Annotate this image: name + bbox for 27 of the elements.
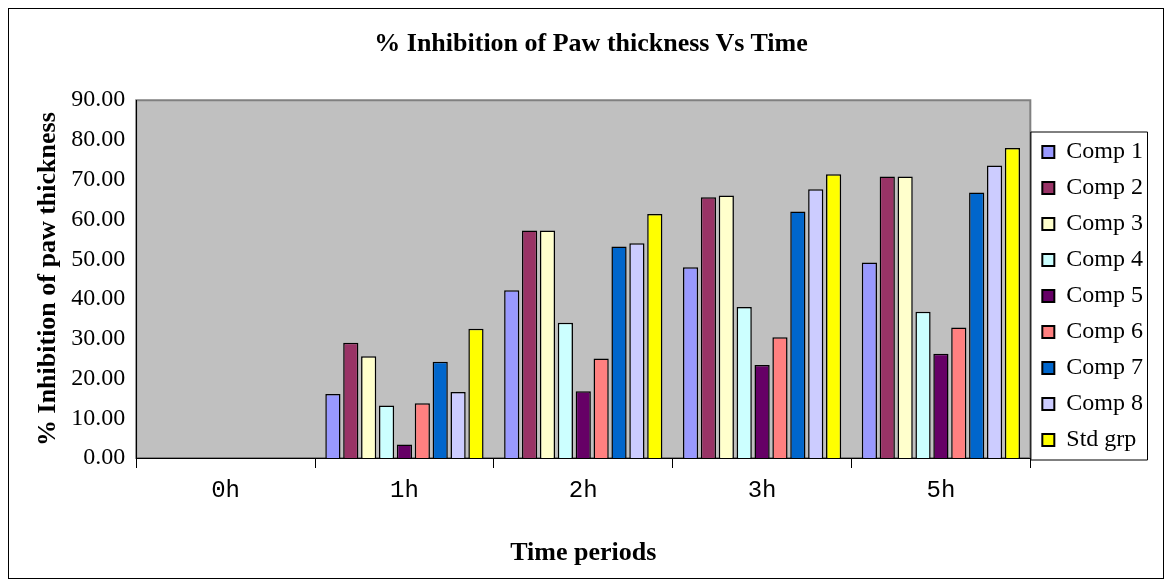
y-axis-title: % Inhibition of paw thickness (32, 112, 62, 446)
y-tick-label: 70.00 (71, 165, 126, 192)
chart-title: % Inhibition of Paw thickness Vs Time (374, 28, 808, 58)
y-tick-label: 20.00 (71, 363, 126, 390)
y-tick-label: 60.00 (71, 204, 126, 231)
y-tick-label: 80.00 (71, 125, 126, 152)
legend-label: Comp 3 (1066, 209, 1144, 236)
x-tick-label: 3h (747, 476, 777, 504)
x-tick-label: 5h (926, 476, 956, 504)
x-tick-label: 2h (568, 476, 598, 504)
legend-label: Comp 4 (1066, 245, 1144, 272)
legend-label: Comp 6 (1066, 317, 1144, 344)
y-tick-label: 0.00 (83, 443, 126, 470)
x-tick-label: 0h (211, 476, 241, 504)
legend-label: Comp 8 (1066, 389, 1144, 416)
legend-label: Std grp (1066, 425, 1137, 452)
y-tick-label: 40.00 (71, 284, 126, 311)
legend-label: Comp 1 (1066, 137, 1144, 164)
y-tick-label: 50.00 (71, 244, 126, 271)
x-tick-label: 1h (390, 476, 419, 504)
legend-label: Comp 7 (1066, 353, 1144, 380)
y-tick-label: 30.00 (71, 324, 126, 351)
legend-label: Comp 2 (1066, 173, 1144, 200)
legend-label: Comp 5 (1066, 281, 1144, 308)
y-tick-label: 90.00 (71, 85, 126, 112)
y-tick-label: 10.00 (71, 403, 126, 430)
x-axis-title: Time periods (510, 537, 657, 567)
